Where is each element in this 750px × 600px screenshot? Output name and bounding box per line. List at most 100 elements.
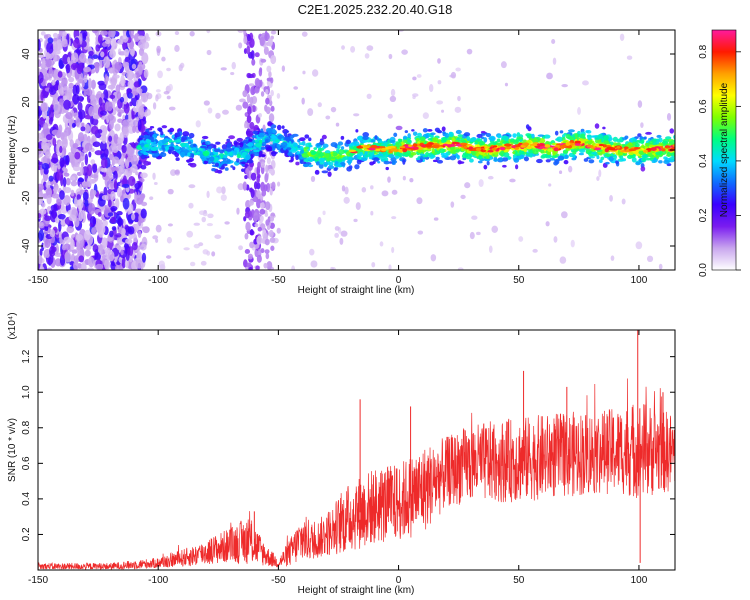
spectrogram-cell xyxy=(264,212,269,217)
spectrogram-cell xyxy=(269,215,275,222)
spectrogram-cell xyxy=(84,153,89,166)
spectrogram-cell xyxy=(265,97,270,105)
spectrogram-cell xyxy=(653,157,658,163)
spectrogram-cell xyxy=(124,61,130,72)
spectrogram-cell xyxy=(248,73,254,79)
spectrogram-cell xyxy=(121,144,127,154)
spectrogram-cell xyxy=(568,165,573,173)
spectrogram-cell xyxy=(283,131,288,137)
spectrogram-cell xyxy=(149,126,155,129)
spectrogram-cell xyxy=(454,106,462,113)
spectrogram-cell xyxy=(328,161,334,167)
spectrogram-cell xyxy=(245,167,250,175)
spectrogram-cell xyxy=(345,139,352,145)
spectrogram-cell xyxy=(259,201,265,210)
spectrogram-hotspot xyxy=(661,148,666,152)
spectrogram-cell xyxy=(76,64,83,75)
spectrogram-cell xyxy=(92,190,97,196)
spectrogram-cell xyxy=(122,168,129,176)
spectrogram-cell xyxy=(244,249,251,254)
spectrogram-cell xyxy=(666,112,672,121)
spectrogram-cell xyxy=(70,180,78,187)
spectrogram-cell xyxy=(525,124,530,130)
spectrogram-cell xyxy=(471,215,478,220)
spectrogram-cell xyxy=(207,213,214,219)
spectrogram-cell xyxy=(502,164,507,168)
spectrogram-cell xyxy=(271,181,276,190)
spectrogram-cell xyxy=(397,138,402,142)
spectrogram-cell xyxy=(140,172,148,179)
spectrogram-cell xyxy=(193,152,198,156)
spectrogram-cell xyxy=(63,99,71,110)
spectrogram-cell xyxy=(68,76,75,83)
spectrogram-cell xyxy=(238,42,243,49)
spectrogram-cell xyxy=(267,37,273,47)
spectrogram-y-label: Frequency (Hz) xyxy=(7,116,18,185)
spectrogram-cell xyxy=(457,160,462,165)
spectrogram-cell xyxy=(105,76,110,82)
spectrogram-hotspot xyxy=(628,148,637,152)
spectrogram-cell xyxy=(92,141,101,148)
spectrogram-cell xyxy=(469,158,474,163)
spectrogram-cell xyxy=(129,47,135,56)
spectrogram-cell xyxy=(635,161,641,166)
spectrogram-cell xyxy=(84,142,93,152)
spectrogram-cell xyxy=(72,93,80,105)
spectrogram-cell xyxy=(298,142,304,146)
spectrogram-cell xyxy=(366,93,372,99)
spectrogram-cell xyxy=(95,222,102,233)
spectrogram-cell xyxy=(388,161,393,164)
spectrogram-cell xyxy=(187,152,191,157)
spectrogram-cell xyxy=(449,74,456,78)
spectrogram-cell xyxy=(192,144,197,147)
spectrogram-cell xyxy=(334,232,339,238)
spectrogram-cell xyxy=(188,202,194,209)
spectrogram-cell xyxy=(613,142,617,146)
spectrogram-cell xyxy=(133,32,140,43)
spectrogram-cell xyxy=(662,140,668,144)
spectrogram-cell xyxy=(100,157,108,169)
spectrogram-cell xyxy=(153,181,158,186)
spectrogram-cell xyxy=(268,229,274,238)
spectrogram-cell xyxy=(225,146,233,152)
spectrogram-hotspot xyxy=(364,145,371,148)
spectrogram-cell xyxy=(215,112,221,119)
spectrogram-cell xyxy=(313,147,318,150)
spectrogram-hotspot xyxy=(504,143,512,147)
spectrogram-cell xyxy=(378,153,384,157)
spectrogram-cell xyxy=(189,261,196,267)
spectrogram-cell xyxy=(168,83,173,91)
spectrogram-cell xyxy=(160,131,164,136)
spectrogram-cell xyxy=(528,135,533,139)
colorbar-frame xyxy=(711,29,737,271)
spectrogram-y-tick-label: -40 xyxy=(21,238,32,253)
spectrogram-cell xyxy=(55,79,60,86)
spectrogram-hotspot xyxy=(442,143,449,147)
spectrogram-cell xyxy=(355,202,361,211)
spectrogram-cell xyxy=(226,138,231,142)
spectrogram-cell xyxy=(247,34,251,42)
spectrogram-cell xyxy=(64,90,69,96)
spectrogram-cell xyxy=(101,133,107,144)
spectrogram-cell xyxy=(463,132,471,137)
spectrogram-cell xyxy=(615,160,619,165)
spectrogram-cell xyxy=(507,156,511,160)
spectrogram-cell xyxy=(269,237,276,243)
spectrogram-cell xyxy=(150,146,158,152)
spectrogram-cell xyxy=(222,109,229,115)
spectrogram-cell xyxy=(270,150,277,157)
spectrogram-cell xyxy=(48,175,54,182)
spectrogram-cell xyxy=(228,135,236,140)
spectrogram-cell xyxy=(221,157,229,160)
spectrogram-cell xyxy=(605,153,612,158)
spectrogram-cell xyxy=(373,157,380,162)
spectrogram-cell xyxy=(127,247,131,256)
spectrogram-cell xyxy=(87,77,92,90)
spectrogram-cell xyxy=(308,144,313,148)
spectrogram-cell xyxy=(455,67,461,72)
spectrogram-cell xyxy=(83,123,91,134)
spectrogram-cell xyxy=(656,134,662,138)
spectrogram-cell xyxy=(301,31,308,37)
spectrogram-cell xyxy=(268,71,272,78)
